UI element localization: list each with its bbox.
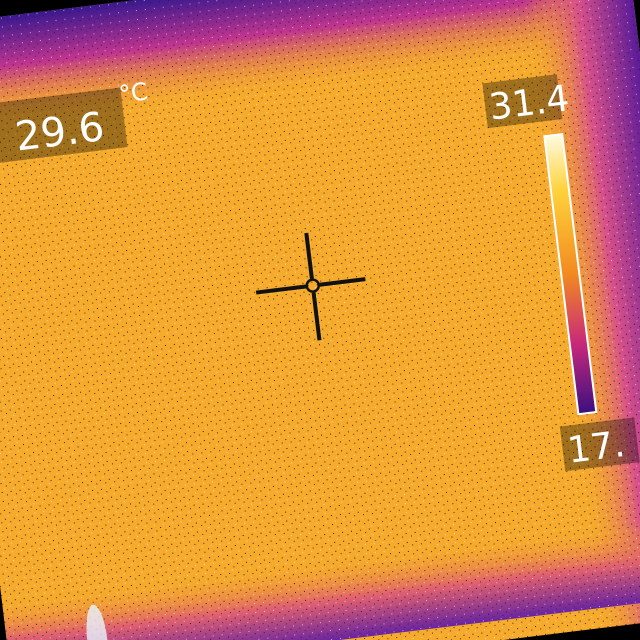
crosshair-bottom bbox=[311, 292, 322, 341]
scale-max: 31.4 bbox=[487, 78, 572, 128]
crosshair-top bbox=[304, 232, 314, 279]
spot-temperature: 29.6 bbox=[13, 104, 107, 161]
crosshair bbox=[255, 232, 366, 341]
spot-label-box bbox=[0, 87, 128, 167]
unit: °C bbox=[117, 77, 149, 108]
color-scale bbox=[543, 132, 598, 416]
scale-min: 17. bbox=[565, 424, 627, 472]
scale-min-box bbox=[559, 417, 640, 472]
crosshair-left bbox=[255, 284, 307, 295]
scale-max-box bbox=[482, 74, 563, 129]
crosshair-right bbox=[319, 277, 366, 287]
crosshair-center bbox=[305, 278, 321, 293]
